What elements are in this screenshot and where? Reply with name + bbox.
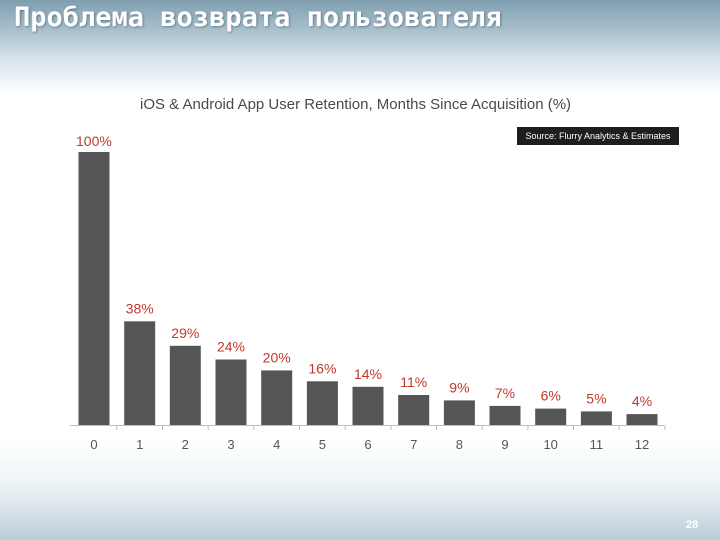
source-badge: Source: Flurry Analytics & Estimates: [517, 127, 679, 145]
bar-month-6: [352, 386, 384, 425]
data-label-month-11: 5%: [586, 390, 606, 406]
bar-month-9: [489, 405, 521, 425]
x-tick-label-6: 6: [364, 437, 371, 452]
data-label-month-3: 24%: [217, 339, 245, 355]
bar-month-0: [78, 152, 110, 425]
x-tick-label-2: 2: [182, 437, 189, 452]
x-tick-label-10: 10: [543, 437, 557, 452]
x-tick-label-9: 9: [501, 437, 508, 452]
bar-month-2: [169, 345, 201, 425]
bar-month-10: [535, 408, 567, 425]
bar-month-4: [261, 370, 293, 425]
page-number: 28: [686, 519, 699, 531]
x-tick-label-5: 5: [319, 437, 326, 452]
data-label-month-10: 6%: [541, 388, 561, 404]
chart-title: iOS & Android App User Retention, Months…: [140, 96, 572, 113]
bar-month-12: [626, 414, 658, 425]
bar-month-11: [580, 411, 612, 426]
data-label-month-4: 20%: [263, 349, 291, 365]
data-label-month-7: 11%: [400, 374, 427, 390]
data-label-month-2: 29%: [171, 325, 199, 341]
data-label-month-12: 4%: [632, 393, 652, 409]
data-label-month-9: 7%: [495, 385, 515, 401]
x-tick-label-11: 11: [590, 437, 604, 452]
x-tick-label-0: 0: [90, 437, 97, 452]
data-label-month-8: 9%: [449, 379, 469, 395]
bar-month-7: [398, 395, 430, 425]
data-label-month-5: 16%: [308, 360, 336, 376]
x-tick-label-8: 8: [456, 437, 463, 452]
x-tick-label-7: 7: [410, 437, 417, 452]
bar-month-5: [306, 381, 338, 425]
x-tick-label-1: 1: [136, 437, 143, 452]
slide-title: Проблема возврата пользователя: [14, 2, 502, 33]
data-label-month-0: 100%: [76, 133, 112, 149]
bar-month-3: [215, 359, 247, 425]
data-label-month-6: 14%: [354, 366, 382, 382]
bar-month-8: [443, 400, 475, 425]
x-tick-label-12: 12: [635, 437, 649, 452]
x-tick-label-4: 4: [273, 437, 280, 452]
x-tick-label-3: 3: [227, 437, 234, 452]
bar-month-1: [124, 321, 156, 425]
data-label-month-1: 38%: [126, 300, 154, 316]
